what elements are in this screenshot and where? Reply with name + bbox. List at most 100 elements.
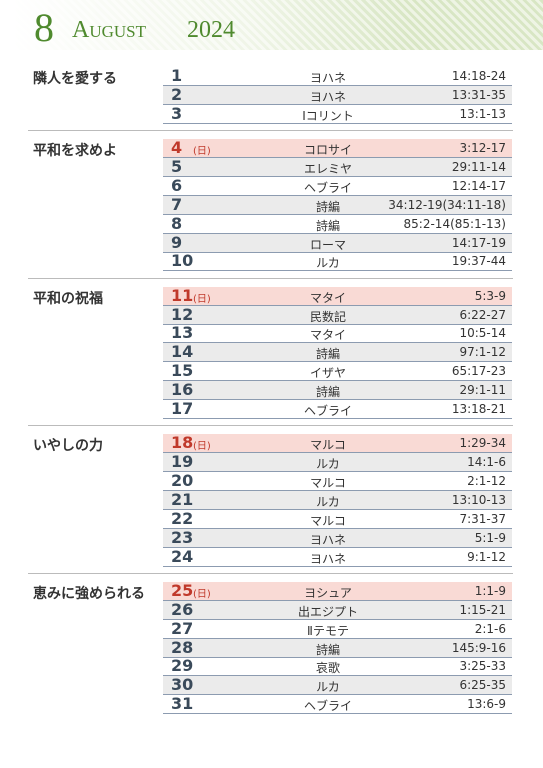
reference: 1:1-9 bbox=[474, 583, 506, 598]
reference: 12:14-17 bbox=[451, 178, 506, 193]
year: 2024 bbox=[187, 17, 235, 43]
reference: 13:1-13 bbox=[459, 106, 506, 121]
day-number: 5 bbox=[171, 156, 183, 176]
reference: 97:1-12 bbox=[459, 345, 506, 360]
book: 民数記 bbox=[309, 309, 346, 324]
day-row: 25 (日) ヨシュア 1:1-9 bbox=[163, 580, 512, 601]
book: マルコ bbox=[310, 438, 346, 453]
reference: 65:17-23 bbox=[451, 364, 506, 379]
reference: 14:1-6 bbox=[467, 455, 506, 470]
week-title: 恵みに強められる bbox=[33, 586, 145, 602]
day-row: 29 哀歌 3:25-33 bbox=[163, 657, 512, 677]
day-number: 4 bbox=[171, 138, 183, 157]
day-row: 30 ルカ 6:25-35 bbox=[163, 676, 512, 696]
day-number: 14 bbox=[171, 342, 194, 362]
book: 詩編 bbox=[315, 642, 340, 657]
reference: 29:11-14 bbox=[451, 159, 506, 174]
reference: 29:1-11 bbox=[459, 383, 506, 398]
reference: 5:3-9 bbox=[474, 288, 506, 303]
reference: 6:22-27 bbox=[459, 307, 506, 322]
day-number: 8 bbox=[171, 213, 183, 233]
day-row: 6 ヘブライ 12:14-17 bbox=[163, 175, 512, 196]
book: エレミヤ bbox=[303, 161, 352, 176]
book: ルカ bbox=[316, 256, 340, 271]
day-number: 28 bbox=[171, 637, 194, 657]
day-number: 23 bbox=[171, 527, 194, 547]
day-row: 20 マルコ 2:1-12 bbox=[163, 472, 512, 491]
reference: 13:18-21 bbox=[451, 402, 506, 416]
book: 詩編 bbox=[315, 199, 340, 214]
day-row: 7 詩編 34:12-19(34:11-18) bbox=[163, 194, 512, 215]
book: ヘブライ bbox=[303, 699, 352, 714]
day-number: 31 bbox=[171, 694, 194, 714]
day-row: 14 詩編 97:1-12 bbox=[163, 342, 512, 363]
book: マタイ bbox=[309, 290, 346, 305]
day-number: 26 bbox=[171, 599, 194, 619]
week-title: 平和を求めよ bbox=[33, 144, 117, 159]
day-row: 17 ヘブライ 13:18-21 bbox=[163, 400, 512, 419]
day-row: 23 ヨハネ 5:1-9 bbox=[163, 527, 512, 548]
book: ローマ bbox=[309, 237, 346, 252]
reference: 10:5-14 bbox=[459, 326, 506, 341]
book: 詩編 bbox=[315, 347, 340, 362]
week-title: 隣人を愛する bbox=[33, 72, 117, 87]
reference: 34:12-19(34:11-18) bbox=[388, 197, 506, 212]
sunday-mark: (日) bbox=[193, 441, 211, 453]
day-number: 18 bbox=[171, 433, 194, 453]
book: マルコ bbox=[310, 476, 346, 490]
book: ヨハネ bbox=[309, 532, 346, 547]
day-row: 27 Ⅱテモテ 2:1-6 bbox=[163, 618, 512, 639]
reference: 2:1-12 bbox=[467, 474, 506, 488]
day-row: 9 ローマ 14:17-19 bbox=[163, 232, 512, 253]
day-number: 17 bbox=[171, 399, 194, 418]
sunday-mark: (日) bbox=[193, 146, 211, 157]
reference: 13:6-9 bbox=[467, 697, 506, 712]
reference: 13:10-13 bbox=[451, 492, 506, 507]
reference: 3:25-33 bbox=[459, 659, 506, 674]
day-row: 2 ヨハネ 13:31-35 bbox=[163, 85, 512, 105]
reference: 5:1-9 bbox=[474, 530, 506, 545]
book: ヘブライ bbox=[303, 180, 352, 195]
day-number: 16 bbox=[171, 380, 194, 400]
reference: 1:29-34 bbox=[459, 436, 506, 451]
day-number: 13 bbox=[171, 323, 194, 343]
reference: 19:37-44 bbox=[451, 254, 506, 269]
reference: 9:1-12 bbox=[467, 549, 506, 564]
day-row: 1 ヨハネ 14:18-24 bbox=[163, 67, 512, 86]
day-number: 12 bbox=[171, 304, 194, 324]
day-row: 24 ヨハネ 9:1-12 bbox=[163, 546, 512, 567]
book: 詩編 bbox=[315, 385, 340, 400]
day-number: 1 bbox=[171, 66, 183, 85]
day-number: 27 bbox=[171, 618, 194, 638]
month: August bbox=[72, 17, 147, 43]
sunday-mark: (日) bbox=[193, 588, 211, 600]
sunday-mark: (日) bbox=[193, 293, 211, 305]
book: コロサイ bbox=[303, 143, 352, 157]
day-number: 6 bbox=[171, 175, 183, 195]
day-row: 21 ルカ 13:10-13 bbox=[163, 490, 512, 510]
book: ヨハネ bbox=[309, 89, 346, 104]
day-row: 10 ルカ 19:37-44 bbox=[163, 252, 512, 272]
day-row: 22 マルコ 7:31-37 bbox=[163, 509, 512, 529]
day-row: 12 民数記 6:22-27 bbox=[163, 304, 512, 325]
reference: 85:2-14(85:1-13) bbox=[403, 216, 506, 231]
day-number: 25 bbox=[171, 580, 194, 600]
day-number: 20 bbox=[171, 471, 194, 490]
day-row: 3 Ⅰコリント 13:1-13 bbox=[163, 103, 512, 124]
reference: 6:25-35 bbox=[459, 678, 506, 693]
day-row: 18 (日) マルコ 1:29-34 bbox=[163, 433, 512, 454]
day-row: 15 イザヤ 65:17-23 bbox=[163, 362, 512, 382]
day-row: 19 ルカ 14:1-6 bbox=[163, 453, 512, 473]
day-number: 3 bbox=[171, 103, 183, 123]
book: ヨハネ bbox=[309, 71, 346, 85]
book: ルカ bbox=[316, 494, 340, 509]
day-number: 24 bbox=[171, 546, 194, 566]
day-number: 9 bbox=[171, 232, 183, 252]
divider bbox=[28, 130, 513, 131]
reference: 7:31-37 bbox=[459, 511, 506, 526]
reference: 14:18-24 bbox=[451, 69, 506, 83]
divider bbox=[28, 572, 513, 574]
day-number: 7 bbox=[171, 194, 183, 214]
reference: 1:15-21 bbox=[459, 602, 506, 617]
